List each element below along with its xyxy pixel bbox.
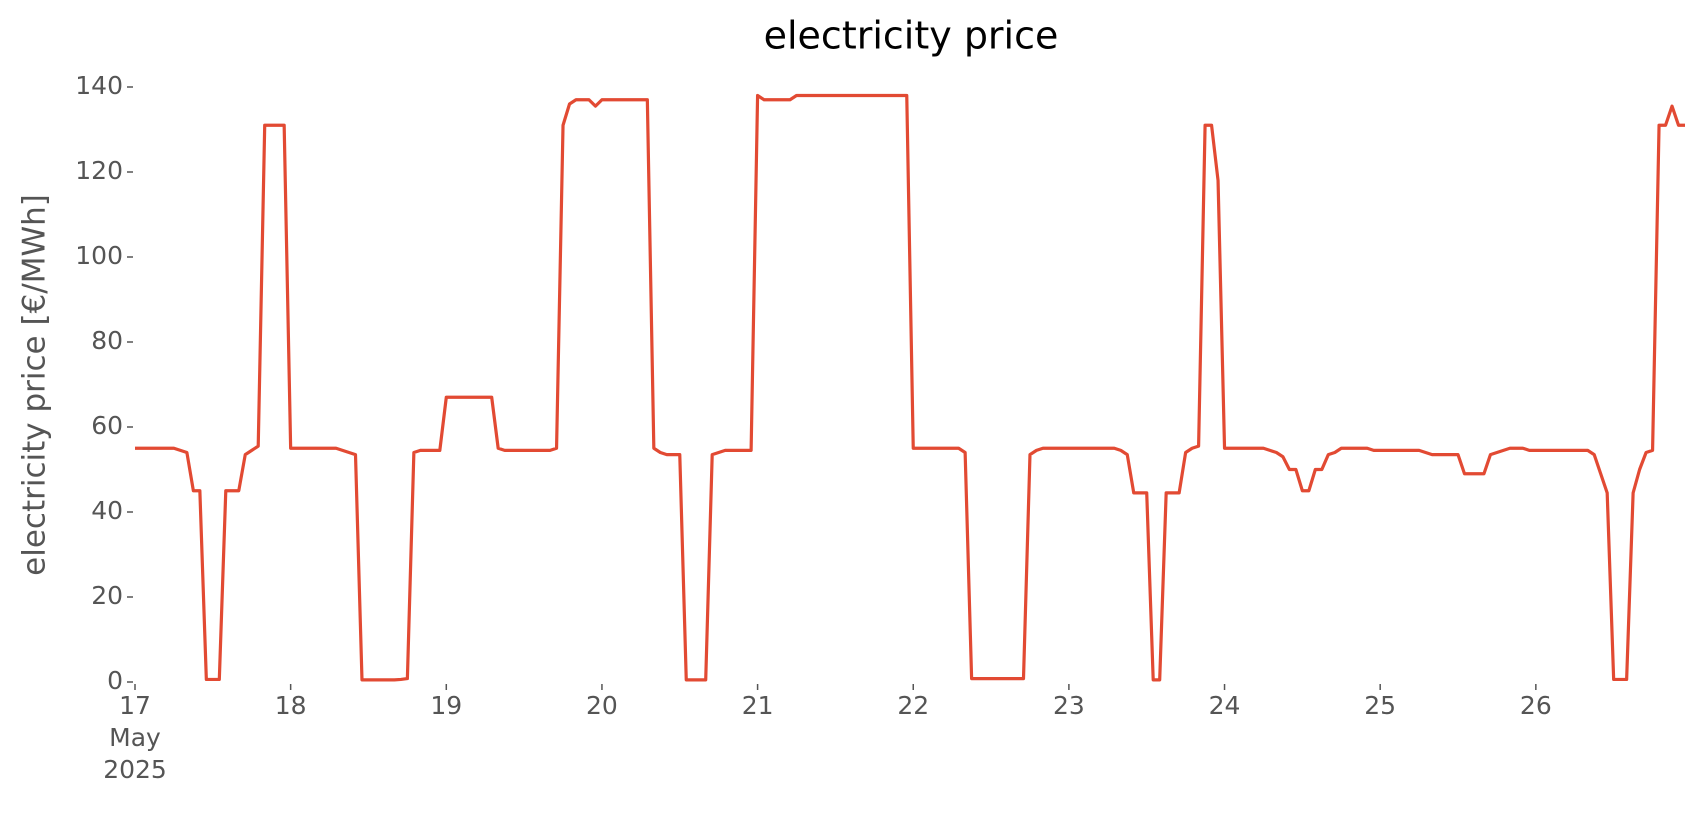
y-tick-label: 0	[107, 666, 123, 695]
x-tick-label: 21	[742, 691, 774, 720]
y-axis-label: electricity price [€/MWh]	[17, 194, 53, 576]
x-tick-label: 24	[1209, 691, 1241, 720]
x-tick-label-line: May	[109, 723, 161, 752]
x-tick-label-line: 17	[119, 691, 151, 720]
chart-title: electricity price	[764, 14, 1059, 58]
x-tick-label: 20	[586, 691, 618, 720]
y-tick-label: 100	[75, 241, 123, 270]
y-tick-label: 140	[75, 71, 123, 100]
x-tick-label: 23	[1053, 691, 1085, 720]
x-tick-label: 22	[897, 691, 929, 720]
x-tick-label: 17 May 2025	[103, 691, 167, 784]
y-tick-label: 80	[91, 326, 123, 355]
y-tick-label: 120	[75, 156, 123, 185]
x-tick-label-line: 2025	[103, 755, 167, 784]
x-tick-label: 18	[275, 691, 307, 720]
y-tick-label: 60	[91, 411, 123, 440]
y-tick-label: 40	[91, 496, 123, 525]
x-tick-label: 19	[430, 691, 462, 720]
x-tick-label: 25	[1364, 691, 1396, 720]
x-tick-label: 26	[1520, 691, 1552, 720]
y-tick-label: 20	[91, 581, 123, 610]
price-line	[135, 93, 1685, 682]
